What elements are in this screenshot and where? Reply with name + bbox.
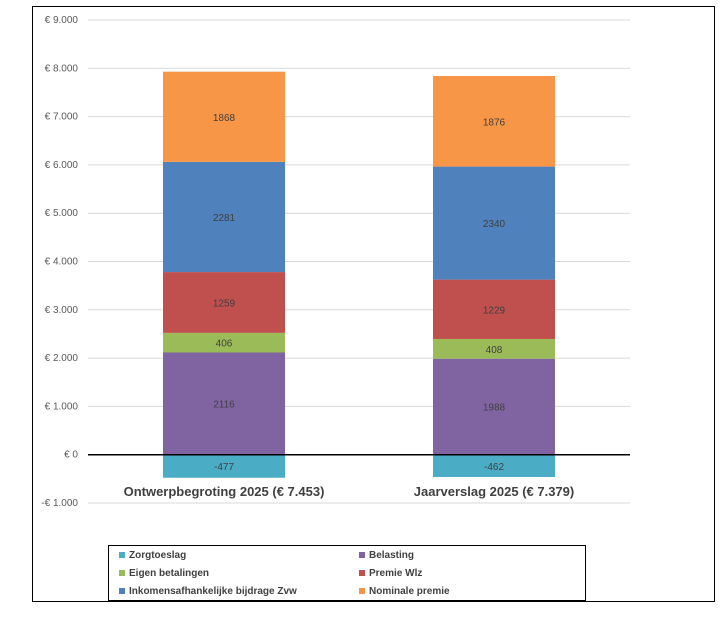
data-label: 1988 [483, 403, 506, 414]
legend-item: Zorgtoeslag [119, 548, 186, 562]
legend-swatch [119, 588, 125, 594]
y-tick-label: € 0 [64, 450, 78, 461]
bar-segment [163, 454, 285, 478]
y-tick-label: € 7.000 [45, 112, 79, 123]
legend-swatch [359, 552, 365, 558]
data-label: 2340 [483, 219, 506, 230]
legend-label: Belasting [369, 549, 415, 561]
y-tick-label: € 1.000 [45, 401, 79, 412]
bar-segment [163, 71, 285, 162]
bar-segment [433, 454, 555, 478]
data-label: 408 [486, 345, 503, 356]
legend-label: Zorgtoeslag [129, 549, 187, 561]
data-label: 1229 [483, 305, 506, 316]
legend-swatch [119, 570, 125, 576]
chart-legend: Zorgtoeslag Belasting Eigen betalingen Prem… [108, 545, 586, 601]
bar-segment [433, 166, 555, 280]
legend-label: Eigen betalingen [129, 567, 210, 579]
y-tick-label: € 5.000 [45, 208, 79, 219]
legend-item: Nominale premie [359, 584, 450, 598]
legend-swatch [359, 570, 365, 576]
bar-segment [433, 338, 555, 359]
data-label: 1876 [483, 117, 506, 128]
category-label: Ontwerpbegroting 2025 (€ 7.453) [124, 484, 325, 499]
y-tick-label: € 8.000 [45, 63, 79, 74]
y-tick-label: € 9.000 [45, 15, 79, 26]
y-tick-label: € 2.000 [45, 353, 79, 364]
legend-item: Inkomensafhankelijke bijdrage Zvw [119, 584, 297, 598]
y-tick-label: € 6.000 [45, 160, 79, 171]
legend-swatch [119, 552, 125, 558]
bar-segment [433, 75, 555, 167]
bar-segment [163, 352, 285, 455]
bar-segment [163, 272, 285, 333]
y-tick-label: € 3.000 [45, 305, 79, 316]
data-label: 2116 [213, 400, 235, 411]
legend-item: Eigen betalingen [119, 566, 209, 580]
data-label: 2281 [213, 213, 236, 224]
legend-label: Premie Wlz [369, 567, 423, 579]
bar-segment [163, 332, 285, 353]
data-label: 406 [216, 339, 233, 350]
data-label: -477 [214, 462, 234, 473]
legend-item: Belasting [359, 548, 414, 562]
legend-label: Nominale premie [369, 585, 450, 597]
legend-label: Inkomensafhankelijke bijdrage Zvw [129, 585, 297, 597]
data-label: -462 [484, 462, 504, 473]
y-tick-label: -€ 1.000 [41, 498, 78, 509]
bar-segment [433, 279, 555, 339]
y-tick-label: € 4.000 [45, 257, 79, 268]
data-label: 1868 [213, 113, 236, 124]
bar-segment [433, 358, 555, 455]
data-label: 1259 [213, 298, 236, 309]
legend-item: Premie Wlz [359, 566, 422, 580]
bar-segment [163, 161, 285, 273]
legend-swatch [359, 588, 365, 594]
category-label: Jaarverslag 2025 (€ 7.379) [414, 484, 574, 499]
